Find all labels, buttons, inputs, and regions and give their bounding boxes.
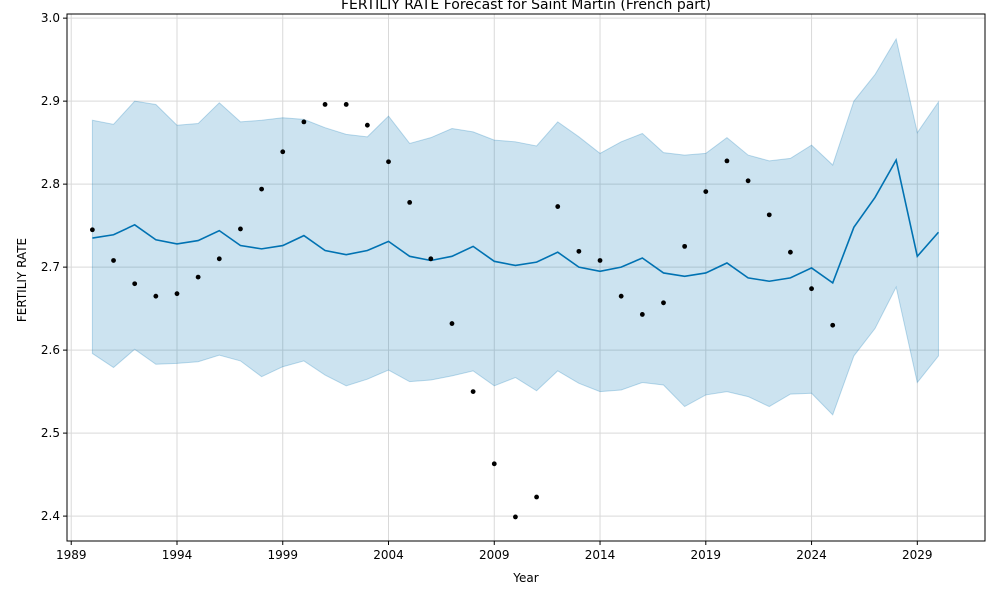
actual-point — [238, 226, 243, 232]
y-tick-label: 2.7 — [41, 260, 60, 274]
x-tick-label: 2009 — [479, 548, 510, 562]
actual-point — [407, 199, 413, 205]
actual-point — [386, 159, 391, 165]
actual-point — [470, 389, 476, 395]
y-tick-label: 2.8 — [41, 177, 60, 191]
actual-point — [597, 258, 603, 263]
actual-point — [661, 300, 666, 306]
actual-point — [745, 178, 751, 184]
actual-point — [788, 249, 793, 255]
actual-point — [682, 243, 688, 249]
forecast-line — [92, 157, 940, 285]
actual-point — [322, 102, 328, 107]
actual-point — [639, 312, 645, 317]
x-tick-label: 2004 — [373, 548, 404, 562]
x-tick-label: 1989 — [56, 548, 87, 562]
actual-point — [280, 149, 286, 155]
actual-point — [555, 204, 561, 209]
x-axis-label: Year — [512, 571, 538, 585]
x-tick-label: 2024 — [796, 548, 827, 562]
actual-point — [576, 248, 582, 254]
actual-point — [111, 258, 116, 263]
uncertainty-band — [91, 37, 939, 416]
y-axis-label: FERTILIY RATE — [15, 238, 29, 322]
actual-point — [534, 494, 539, 500]
actual-point — [195, 274, 201, 280]
x-tick-label: 2019 — [691, 548, 722, 562]
y-tick-label: 2.6 — [41, 343, 60, 357]
actual-point — [491, 461, 497, 467]
y-tick-label: 3.0 — [41, 11, 60, 25]
plot-frame — [66, 13, 986, 542]
y-tick-label: 2.9 — [41, 94, 60, 108]
actual-point — [766, 212, 772, 218]
x-tick-label: 2029 — [902, 548, 933, 562]
actual-point — [343, 102, 349, 107]
y-tick-label: 2.5 — [41, 426, 60, 440]
actual-point — [153, 293, 159, 299]
actual-point — [132, 281, 138, 287]
forecast-line-group — [92, 157, 940, 285]
actual-point — [513, 514, 518, 520]
actual-points — [89, 102, 836, 520]
x-tick-label: 2014 — [585, 548, 616, 562]
actual-point — [259, 186, 264, 192]
actual-point — [449, 321, 455, 326]
actual-point — [428, 256, 434, 262]
actual-point — [809, 286, 814, 292]
actual-point — [216, 256, 222, 262]
actual-point — [618, 293, 624, 299]
x-axis-ticks: 1989 1994 1999 2004 2009 2014 2019 2024 2029 — [56, 541, 933, 562]
x-tick-label: 1999 — [267, 548, 298, 562]
y-tick-label: 2.4 — [41, 509, 60, 523]
x-tick-label: 1994 — [162, 548, 193, 562]
actual-point — [89, 227, 95, 233]
actual-point — [724, 158, 730, 164]
actual-point — [174, 291, 180, 297]
actual-point — [301, 119, 307, 125]
actual-point — [364, 122, 370, 128]
uncertainty-band-area — [91, 37, 939, 416]
actual-point — [703, 189, 709, 195]
actual-point — [830, 322, 836, 328]
y-axis-ticks: 2.4 2.5 2.6 2.7 2.8 2.9 3.0 — [41, 11, 67, 523]
grid-lines — [67, 14, 985, 541]
chart-title: FERTILIY RATE Forecast for Saint Martin … — [341, 0, 711, 13]
